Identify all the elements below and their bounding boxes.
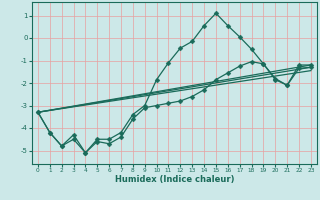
X-axis label: Humidex (Indice chaleur): Humidex (Indice chaleur) (115, 175, 234, 184)
